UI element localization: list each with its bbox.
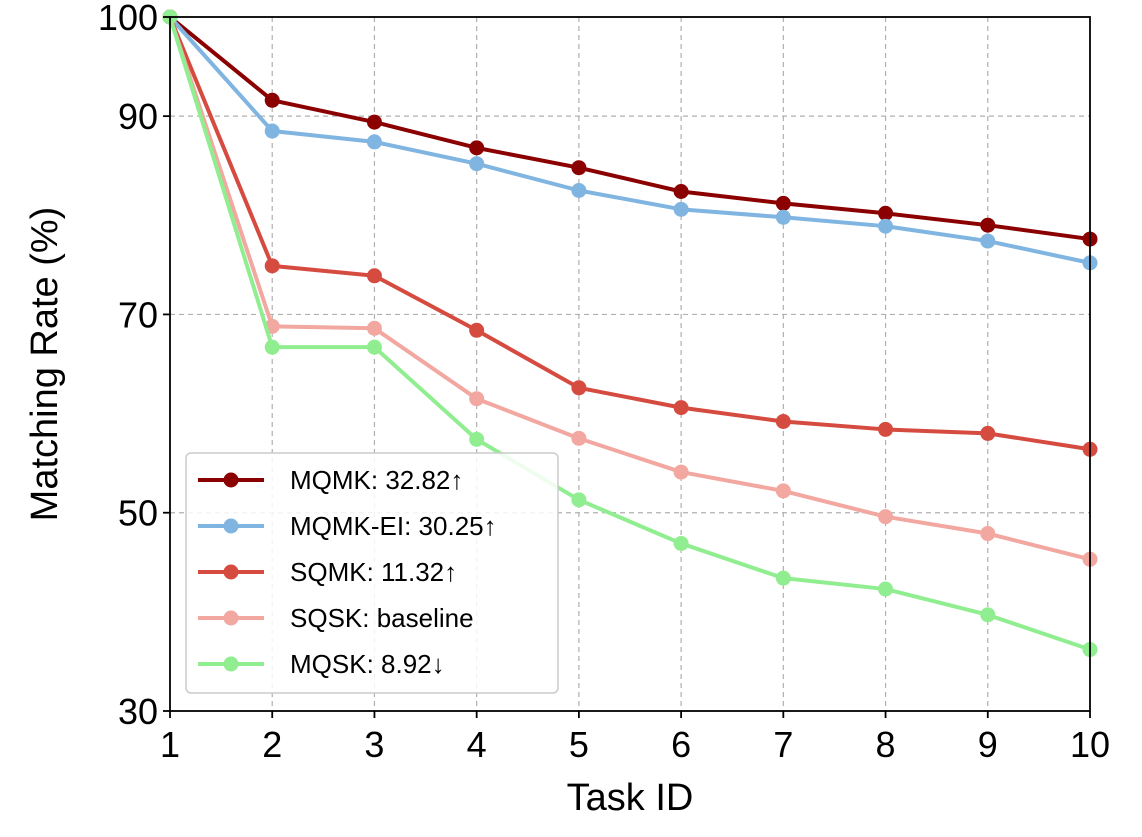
data-point (878, 218, 894, 234)
data-point (673, 201, 689, 217)
series-5 (162, 9, 1098, 658)
x-tick-label: 3 (364, 724, 384, 765)
legend-swatch-marker (223, 610, 239, 626)
x-tick-label: 1 (160, 724, 180, 765)
series-line (168, 15, 1092, 652)
data-point (775, 209, 791, 225)
data-point (878, 509, 894, 525)
data-point (469, 140, 485, 156)
x-tick-label: 9 (978, 724, 998, 765)
data-point (366, 320, 382, 336)
legend-label: MQMK: 32.82↑ (290, 465, 463, 495)
data-point (571, 183, 587, 198)
data-point (673, 400, 689, 416)
x-tick-label: 8 (876, 724, 896, 765)
series-layer (162, 9, 1098, 658)
data-point (571, 160, 587, 176)
x-axis-label: Task ID (567, 777, 694, 819)
data-point (980, 233, 996, 249)
legend-swatch-marker (223, 656, 239, 672)
data-point (366, 339, 382, 355)
y-tick-label: 70 (118, 294, 158, 335)
legend-item: MQSK: 8.92↓ (198, 649, 445, 679)
legend-item: MQMK-EI: 30.25↑ (198, 511, 497, 541)
data-point (775, 414, 791, 430)
data-point (980, 425, 996, 441)
data-point (673, 183, 689, 199)
x-tick-label: 6 (671, 724, 691, 765)
y-axis-label: Matching Rate (%) (24, 207, 66, 522)
y-tick-label: 90 (118, 96, 158, 137)
legend-label: MQMK-EI: 30.25↑ (290, 511, 497, 541)
legend-item: SQMK: 11.32↑ (198, 557, 457, 587)
data-point (878, 205, 894, 221)
x-tick-label: 10 (1070, 724, 1110, 765)
data-point (571, 380, 587, 396)
legend: MQMK: 32.82↑ MQMK-EI: 30.25↑ SQMK: 11.32↑ S… (185, 452, 559, 694)
data-point (980, 607, 996, 623)
series-2 (162, 9, 1098, 271)
x-tick-label: 7 (773, 724, 793, 765)
legend-label: MQSK: 8.92↓ (290, 649, 445, 679)
data-point (469, 391, 485, 407)
y-tick-label: 100 (98, 0, 158, 38)
series-line (168, 15, 1092, 452)
legend-swatch-marker (223, 472, 239, 488)
data-point (980, 217, 996, 233)
series-line (168, 15, 1092, 242)
legend-item: SQSK: baseline (198, 603, 474, 633)
legend-swatch-marker (223, 518, 239, 534)
data-point (775, 570, 791, 586)
data-point (571, 430, 587, 446)
axis-ticks: 1 2 3 4 5 6 7 8 9 10 30 50 70 90 100 (98, 0, 1110, 765)
legend-swatch-marker (223, 564, 239, 580)
series-line (168, 15, 1092, 562)
legend-item: MQMK: 32.82↑ (198, 465, 463, 495)
data-point (264, 123, 280, 139)
data-point (264, 339, 280, 355)
x-tick-label: 2 (262, 724, 282, 765)
data-point (264, 258, 280, 274)
data-point (366, 134, 382, 150)
data-point (673, 464, 689, 480)
data-point (264, 92, 280, 108)
data-point (366, 114, 382, 130)
data-point (878, 581, 894, 597)
x-tick-label: 5 (569, 724, 589, 765)
x-tick-label: 4 (467, 724, 487, 765)
data-point (366, 268, 382, 284)
data-point (775, 483, 791, 499)
series-1 (162, 9, 1098, 247)
data-point (469, 156, 485, 172)
y-tick-label: 30 (118, 691, 158, 732)
data-point (878, 421, 894, 437)
data-point (571, 492, 587, 508)
legend-label: SQMK: 11.32↑ (290, 557, 457, 587)
series-line (168, 15, 1092, 265)
legend-box (185, 452, 559, 694)
data-point (673, 535, 689, 551)
series-3 (162, 9, 1098, 457)
y-tick-label: 50 (118, 493, 158, 534)
data-point (469, 431, 485, 447)
legend-label: SQSK: baseline (290, 603, 474, 633)
data-point (775, 195, 791, 211)
data-point (980, 526, 996, 542)
data-point (469, 322, 485, 338)
plot-frame (169, 16, 1091, 712)
